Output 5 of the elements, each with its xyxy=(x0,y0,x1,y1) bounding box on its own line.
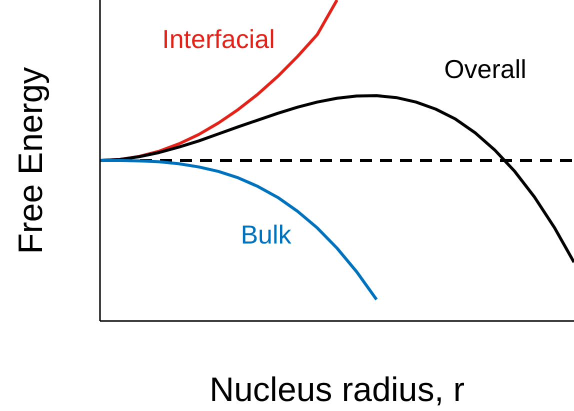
series-label: Bulk xyxy=(240,220,292,250)
y-axis-title: Free Energy xyxy=(12,66,50,254)
series-label: Interfacial xyxy=(162,24,275,54)
x-axis-title: Nucleus radius, r xyxy=(209,371,465,409)
series-label: Overall xyxy=(444,54,526,84)
